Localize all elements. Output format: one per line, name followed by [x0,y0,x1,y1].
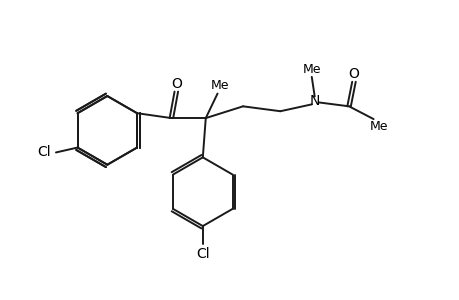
Text: Cl: Cl [196,247,209,260]
Text: O: O [170,77,181,91]
Text: Cl: Cl [37,146,51,160]
Text: Me: Me [369,120,387,134]
Text: Me: Me [302,62,320,76]
Text: N: N [309,94,319,108]
Text: Me: Me [210,79,228,92]
Text: O: O [348,67,358,81]
